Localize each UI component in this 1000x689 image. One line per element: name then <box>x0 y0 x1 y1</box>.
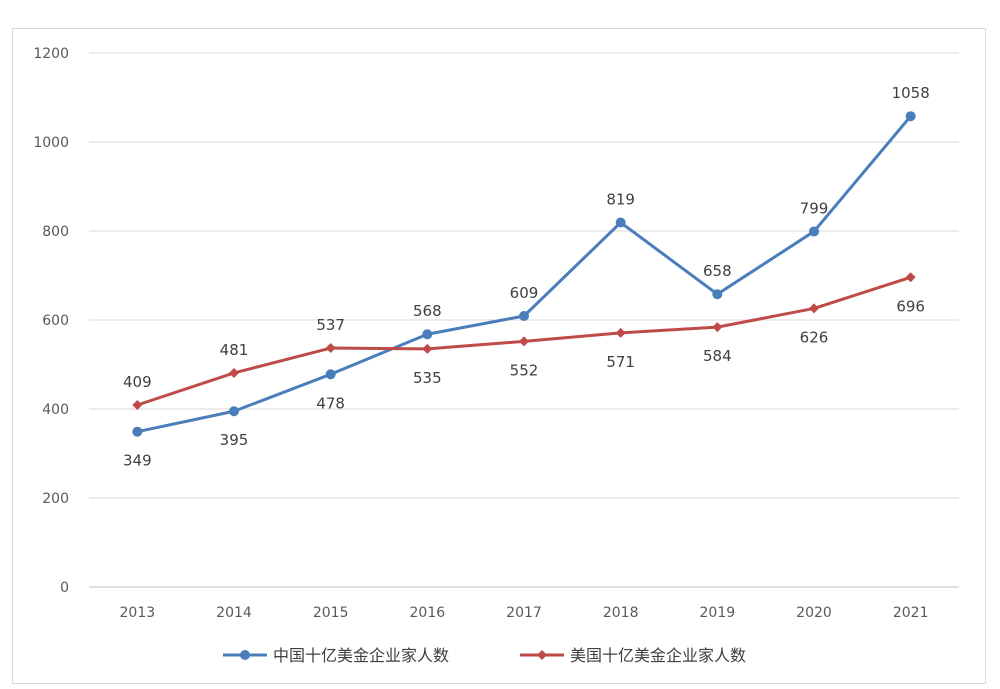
series-1-data-label-2019: 658 <box>703 262 732 280</box>
series-1-point-2013 <box>132 426 143 437</box>
series-2-data-label-2019: 584 <box>703 347 732 365</box>
y-tick-label-400: 400 <box>42 402 69 418</box>
x-tick-label-2014: 2014 <box>216 605 252 621</box>
x-tick-label-2013: 2013 <box>120 605 156 621</box>
series-2-point-2021 <box>905 272 916 283</box>
series-1-point-2018 <box>615 217 626 228</box>
series-1-point-2021 <box>905 111 916 122</box>
legend-label-1: 中国十亿美金企业家人数 <box>273 646 449 665</box>
series-1-point-2016 <box>422 329 433 340</box>
series-2-data-label-2015: 537 <box>316 316 345 334</box>
x-tick-label-2020: 2020 <box>796 605 832 621</box>
series-2-point-2015 <box>325 343 336 354</box>
series-2-point-2016 <box>422 343 433 354</box>
series-1-point-2019 <box>712 289 723 300</box>
y-tick-label-600: 600 <box>42 313 69 329</box>
series-1-point-2020 <box>809 226 819 237</box>
series-1-data-label-2014: 395 <box>220 431 249 449</box>
series-2-data-label-2014: 481 <box>220 341 249 359</box>
series-2-point-2013 <box>132 399 143 410</box>
legend: 中国十亿美金企业家人数 美国十亿美金企业家人数 <box>223 646 746 665</box>
series-2-point-2018 <box>615 327 626 338</box>
y-axis-ticks: 0 200 400 600 800 1000 1200 <box>33 46 69 596</box>
series-1-data-label-2018: 819 <box>606 191 635 209</box>
series-1-data-label-2017: 609 <box>510 284 539 302</box>
series-2-data-label-2017: 552 <box>510 361 539 379</box>
x-tick-label-2021: 2021 <box>893 605 929 621</box>
y-tick-label-200: 200 <box>42 491 69 507</box>
series-line-1 <box>137 115 912 434</box>
legend-label-2: 美国十亿美金企业家人数 <box>570 646 746 665</box>
y-tick-label-1000: 1000 <box>33 135 69 151</box>
x-tick-label-2019: 2019 <box>700 605 736 621</box>
legend-marker-2 <box>537 650 547 660</box>
x-tick-label-2017: 2017 <box>506 605 542 621</box>
series-2-point-2020 <box>809 303 819 314</box>
series-2-point-2017 <box>519 336 529 347</box>
series-1-data-label-2020: 799 <box>800 199 829 217</box>
series-2-point-2014 <box>229 367 239 378</box>
series-2-data-label-2020: 626 <box>800 328 829 346</box>
x-tick-label-2016: 2016 <box>410 605 446 621</box>
series-1-data-label-2016: 568 <box>413 302 442 320</box>
x-tick-label-2015: 2015 <box>313 605 349 621</box>
series-group <box>132 111 916 437</box>
series-1-point-2017 <box>519 310 529 321</box>
y-tick-label-0: 0 <box>60 580 69 596</box>
series-2-data-label-2013: 409 <box>123 373 152 391</box>
legend-marker-1 <box>240 650 250 660</box>
chart-frame: 0 200 400 600 800 1000 1200 2013 2014 2015 2016 20… <box>12 28 986 684</box>
series-1-data-label-2013: 349 <box>123 452 152 470</box>
series-1-point-2014 <box>229 406 239 417</box>
data-labels: 349 395 478 568 609 819 658 799 1058 409 481 537 535… <box>123 84 930 470</box>
series-1-point-2015 <box>325 369 336 380</box>
series-1-data-label-2015: 478 <box>316 394 345 412</box>
y-tick-label-800: 800 <box>42 224 69 240</box>
series-2-point-2019 <box>712 322 723 333</box>
series-2-data-label-2016: 535 <box>413 369 442 387</box>
y-tick-label-1200: 1200 <box>33 46 69 62</box>
x-tick-label-2018: 2018 <box>603 605 639 621</box>
x-axis-ticks: 2013 2014 2015 2016 2017 2018 2019 2020 2021 <box>120 605 929 621</box>
series-2-data-label-2021: 696 <box>896 297 925 315</box>
series-1-data-label-2021: 1058 <box>892 84 930 102</box>
series-2-data-label-2018: 571 <box>606 353 635 371</box>
